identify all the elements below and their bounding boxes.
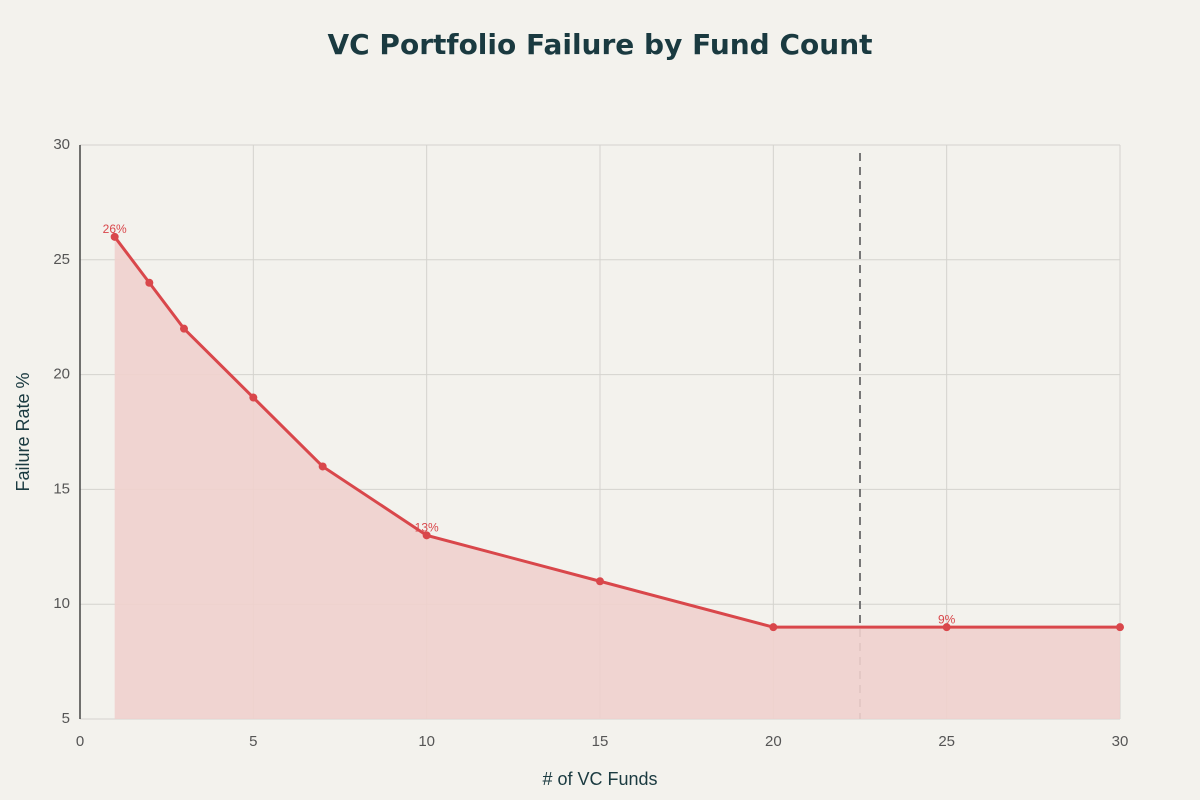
y-tick-label: 15 <box>53 480 70 497</box>
y-tick-label: 20 <box>53 366 70 383</box>
data-label: 13% <box>415 520 439 534</box>
point <box>942 623 951 632</box>
line <box>113 235 1120 629</box>
point <box>145 278 154 287</box>
area <box>114 236 1120 719</box>
x-tick-label: 20 <box>765 733 782 750</box>
point <box>596 577 604 586</box>
point <box>110 232 119 241</box>
chart-title: VC Portfolio Failure by Fund Count <box>327 28 872 61</box>
y-tick-label: 10 <box>53 595 70 612</box>
y-axis-label: Failure Rate % <box>13 372 33 491</box>
x-tick-label: 15 <box>592 733 609 750</box>
x-tick-label: 0 <box>76 733 84 750</box>
point <box>318 462 327 471</box>
data-label: 26% <box>103 222 127 236</box>
y-tick-label: 30 <box>53 136 70 153</box>
x-axis-label: # of VC Funds <box>542 769 657 789</box>
x-tick-label: 10 <box>418 733 435 750</box>
y-tick-label: 5 <box>62 710 70 727</box>
x-tick-label: 30 <box>1112 733 1129 750</box>
x-tick-label: 25 <box>938 733 955 750</box>
point <box>769 623 778 632</box>
point <box>180 324 188 333</box>
y-tick-label: 25 <box>53 251 70 268</box>
point <box>1116 623 1124 632</box>
point <box>249 393 258 402</box>
point <box>422 531 431 540</box>
data-label: 9% <box>938 612 956 626</box>
x-tick-label: 5 <box>249 733 257 750</box>
